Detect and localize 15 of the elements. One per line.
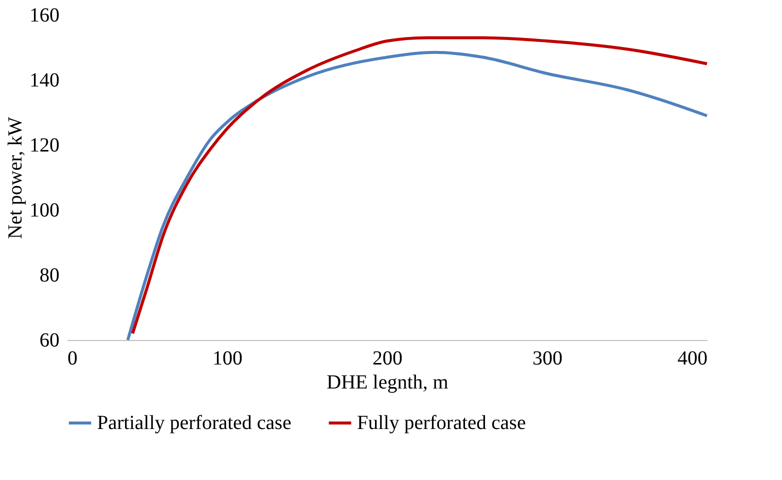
- y-tick-label: 140: [30, 70, 60, 92]
- legend-label: Partially perforated case: [97, 412, 292, 434]
- y-tick-label: 120: [30, 134, 60, 156]
- y-tick-label: 80: [40, 264, 60, 286]
- y-tick-label: 160: [30, 4, 60, 26]
- x-tick-label: 100: [212, 348, 242, 370]
- legend-label: Fully perforated case: [357, 412, 526, 434]
- x-tick-label: 300: [532, 348, 562, 370]
- x-tick-label: 400: [678, 348, 708, 370]
- x-tick-label: 200: [372, 348, 402, 370]
- x-tick-label: 0: [68, 348, 78, 370]
- y-axis-title: Net power, kW: [4, 116, 26, 239]
- x-axis-title: DHE legnth, m: [326, 372, 449, 394]
- y-tick-label: 60: [40, 330, 60, 352]
- y-tick-label: 100: [30, 200, 60, 222]
